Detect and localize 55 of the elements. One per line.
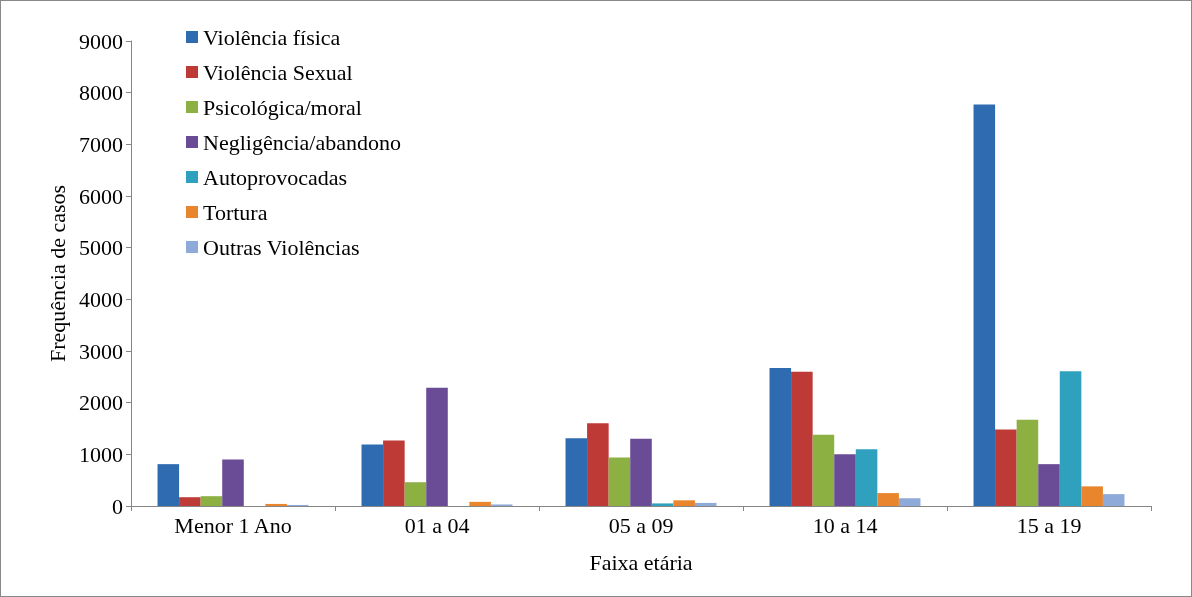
bar [200,496,223,506]
y-tick-label: 2000 [79,390,123,416]
bar [694,502,717,506]
x-tick-label: Menor 1 Ano [174,512,292,538]
y-tick-label: 0 [112,493,123,519]
bar [383,440,405,506]
bar [651,503,674,506]
bar [565,438,588,506]
legend-label: Outras Violências [203,234,360,260]
bar [812,434,835,506]
y-axis-title: Frequência de casos [44,184,70,363]
y-tick-label: 8000 [79,80,123,106]
legend-label: Tortura [203,199,268,225]
bar [834,454,856,506]
bar [361,444,384,506]
x-tick-label: 05 a 09 [608,512,674,538]
bar [673,500,695,506]
y-tick-label: 9000 [79,28,123,54]
y-tick-label: 6000 [79,183,123,209]
legend-label: Violência Sexual [203,59,353,85]
bar [769,368,792,506]
bar [222,459,244,506]
legend-label: Autoprovocadas [203,164,348,190]
bar [179,497,201,506]
bar [426,387,448,506]
bar [973,104,996,506]
bar [265,503,287,506]
bar [404,482,427,506]
bar [1081,486,1103,506]
bar [608,457,631,506]
bar [791,371,813,506]
x-tick-label: 15 a 19 [1016,512,1082,538]
y-tick-label: 1000 [79,441,123,467]
y-tick-label: 7000 [79,131,123,157]
x-axis-title: Faixa etária [589,549,693,575]
bar [469,501,491,506]
bar [995,429,1017,506]
bar [157,464,180,506]
legend-label: Violência física [203,24,341,50]
bar [855,449,878,506]
bar [1016,419,1039,506]
y-tick-label: 4000 [79,286,123,312]
y-tick-label: 3000 [79,338,123,364]
bar [1059,371,1082,506]
x-tick-label: 01 a 04 [404,512,470,538]
legend-label: Negligência/abandono [203,129,401,155]
bar [1038,464,1060,506]
x-tick-label: 10 a 14 [812,512,878,538]
legend-label: Psicológica/moral [203,94,362,120]
bar [630,438,652,506]
bar [1102,494,1125,506]
y-tick-label: 5000 [79,235,123,261]
bar [587,423,609,506]
bar [877,493,899,506]
bar [898,498,921,506]
